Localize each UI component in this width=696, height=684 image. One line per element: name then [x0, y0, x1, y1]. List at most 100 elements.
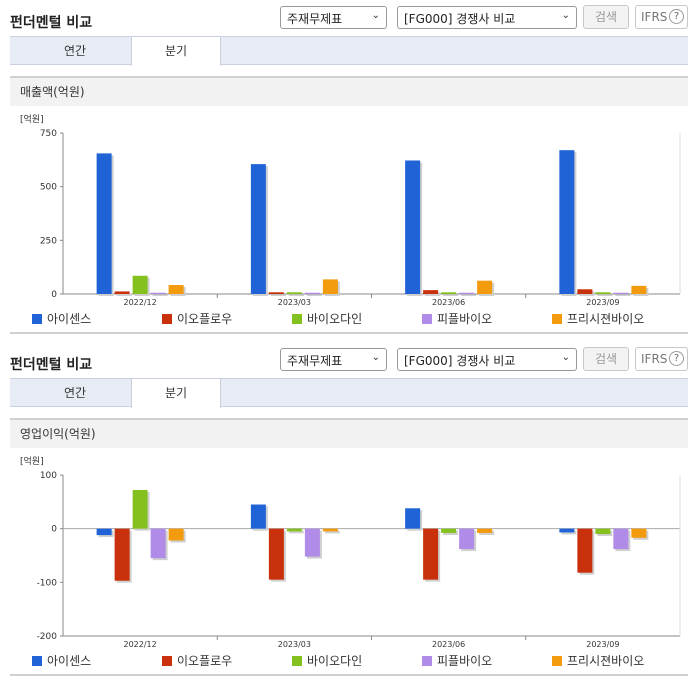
- peer-group-select[interactable]: [FG000] 경쟁사 비교 ⌄: [397, 6, 577, 29]
- y-tick-label: 500: [40, 183, 57, 193]
- y-tick-label: 0: [51, 525, 57, 535]
- y-tick-label: -200: [37, 632, 58, 642]
- legend-item[interactable]: 바이오다인: [292, 310, 362, 327]
- peer-group-select-value: [FG000] 경쟁사 비교: [404, 12, 516, 26]
- legend-label: 프리시젼바이오: [567, 312, 645, 326]
- operating-profit-legend: 아이센스 이오플로우 바이오다인 피플바이오 프리시젼바이오: [32, 652, 692, 668]
- statement-select-value: 주재무제표: [287, 12, 343, 26]
- panel-title: 펀더멘털 비교: [10, 15, 93, 31]
- ifrs-button[interactable]: IFRS ?: [635, 5, 688, 29]
- legend-label: 프리시젼바이오: [567, 654, 645, 668]
- tab-annual[interactable]: 연간: [63, 386, 87, 400]
- statement-select[interactable]: 주재무제표 ⌄: [280, 6, 387, 29]
- y-axis-unit-label: [억원]: [20, 113, 44, 125]
- bar-4: [631, 285, 647, 294]
- legend-swatch: [292, 656, 302, 666]
- bar-3: [613, 528, 629, 550]
- bar-1: [577, 528, 593, 573]
- legend-item[interactable]: 아이센스: [32, 652, 91, 669]
- bar-1: [423, 528, 439, 580]
- legend-label: 아이센스: [47, 654, 92, 668]
- x-tick-label: 2023/03: [278, 298, 311, 307]
- legend-item[interactable]: 프리시젼바이오: [552, 652, 644, 669]
- legend-swatch: [292, 314, 302, 324]
- bar-4: [322, 528, 338, 532]
- ifrs-button[interactable]: IFRS ?: [635, 347, 688, 371]
- bar-1: [114, 528, 130, 581]
- bar-shadow: [443, 294, 459, 296]
- chevron-down-icon: ⌄: [561, 352, 570, 363]
- legend-item[interactable]: 피플바이오: [422, 652, 492, 669]
- bar-0: [559, 150, 575, 294]
- y-axis-unit-label: [억원]: [20, 455, 44, 467]
- legend-item[interactable]: 프리시젼바이오: [552, 310, 644, 327]
- divider: [10, 332, 688, 334]
- legend-label: 피플바이오: [437, 654, 493, 668]
- legend-swatch: [552, 656, 562, 666]
- legend-item[interactable]: 이오플로우: [162, 652, 232, 669]
- tab-annual[interactable]: 연간: [63, 44, 87, 58]
- tab-quarterly[interactable]: 분기: [131, 37, 221, 66]
- peer-group-select[interactable]: [FG000] 경쟁사 비교 ⌄: [397, 348, 577, 371]
- peer-group-select-value: [FG000] 경쟁사 비교: [404, 354, 516, 368]
- bar-2: [441, 292, 457, 294]
- y-tick-label: 250: [40, 236, 57, 246]
- legend-item[interactable]: 아이센스: [32, 310, 91, 327]
- bar-3: [150, 528, 166, 559]
- legend-item[interactable]: 이오플로우: [162, 310, 232, 327]
- bar-3: [304, 292, 320, 294]
- x-tick-label: 2023/06: [432, 640, 465, 649]
- x-tick-label: 2023/09: [586, 640, 619, 649]
- search-button[interactable]: 검색: [583, 5, 629, 29]
- bar-shadow: [615, 294, 631, 296]
- x-tick-label: 2023/03: [278, 640, 311, 649]
- bar-3: [304, 528, 320, 557]
- legend-item[interactable]: 바이오다인: [292, 652, 362, 669]
- bar-4: [322, 279, 338, 294]
- legend-swatch: [162, 656, 172, 666]
- chevron-down-icon: ⌄: [371, 352, 380, 363]
- legend-label: 이오플로우: [177, 654, 233, 668]
- panel-revenue: 펀더멘털 비교 주재무제표 ⌄ [FG000] 경쟁사 비교 ⌄ 검색 IFRS…: [0, 0, 696, 106]
- y-tick-label: 100: [40, 471, 57, 481]
- bar-shadow: [152, 294, 168, 296]
- legend-label: 피플바이오: [437, 312, 493, 326]
- y-tick-label: 750: [40, 129, 57, 139]
- ifrs-label: IFRS: [641, 10, 668, 24]
- chevron-down-icon: ⌄: [371, 10, 380, 21]
- panel-header: 펀더멘털 비교 주재무제표 ⌄ [FG000] 경쟁사 비교 ⌄ 검색 IFRS…: [0, 342, 696, 378]
- revenue-legend: 아이센스 이오플로우 바이오다인 피플바이오 프리시젼바이오: [32, 310, 692, 326]
- help-icon[interactable]: ?: [669, 351, 684, 366]
- legend-swatch: [32, 314, 42, 324]
- operating-profit-chart: [억원] -200 -100 0 100 2022/12 2023/03 2023/06 202…: [20, 455, 681, 649]
- bar-1: [577, 289, 593, 294]
- y-tick-label: -100: [37, 578, 58, 588]
- statement-select-value: 주재무제표: [287, 354, 343, 368]
- panel-title: 펀더멘털 비교: [10, 357, 93, 373]
- legend-item[interactable]: 피플바이오: [422, 310, 492, 327]
- y-tick-label: 0: [51, 290, 57, 300]
- search-button[interactable]: 검색: [583, 347, 629, 371]
- statement-select[interactable]: 주재무제표 ⌄: [280, 348, 387, 371]
- bar-1: [268, 528, 284, 580]
- bar-1: [423, 290, 439, 294]
- bar-2: [441, 528, 457, 533]
- revenue-chart: [억원] 0 250 500 750 2022/12 2023/03 2023/06 2023/…: [20, 113, 681, 307]
- help-icon[interactable]: ?: [669, 9, 684, 24]
- bar-shadow: [288, 294, 304, 296]
- bar-1: [114, 291, 130, 294]
- bar-3: [459, 292, 475, 294]
- tab-quarterly[interactable]: 분기: [131, 379, 221, 408]
- bar-4: [168, 284, 184, 294]
- x-tick-label: 2022/12: [124, 298, 157, 307]
- x-tick-label: 2023/09: [586, 298, 619, 307]
- bar-0: [250, 504, 266, 529]
- bar-4: [477, 528, 493, 533]
- bar-2: [132, 275, 148, 294]
- bar-shadow: [270, 294, 286, 296]
- bar-3: [150, 292, 166, 294]
- bar-shadow: [461, 294, 477, 296]
- period-tabs: 연간 분기: [10, 378, 688, 408]
- panel-operating-profit: 펀더멘털 비교 주재무제표 ⌄ [FG000] 경쟁사 비교 ⌄ 검색 IFRS…: [0, 342, 696, 448]
- ifrs-label: IFRS: [641, 352, 668, 366]
